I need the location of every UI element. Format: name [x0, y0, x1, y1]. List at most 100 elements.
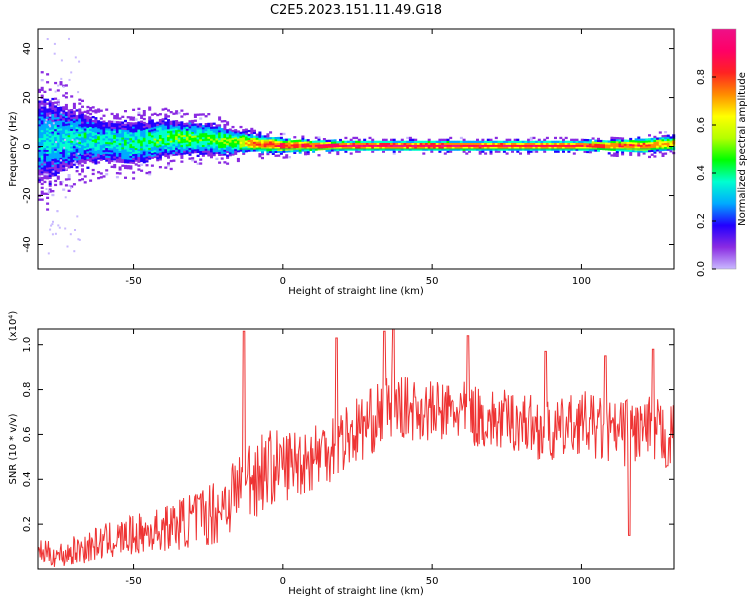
- spectrogram-cell: [177, 141, 181, 144]
- spectrogram-cell: [115, 138, 119, 141]
- spectrogram-cell: [301, 141, 305, 144]
- spectrogram-cell: [40, 112, 44, 115]
- spectrogram-cell: [505, 142, 509, 145]
- spectrogram-cell: [266, 147, 270, 150]
- spectrogram-cell: [64, 107, 68, 111]
- spectrogram-cell: [46, 112, 50, 115]
- spectrogram-cell: [443, 140, 447, 143]
- spectrogram-cell: [650, 139, 654, 143]
- spectrogram-cell: [54, 138, 58, 141]
- spectrogram-cell: [287, 150, 291, 153]
- spectrogram-cell: [99, 133, 103, 136]
- spectrogram-cell: [435, 146, 439, 149]
- spectrogram-cell: [414, 142, 418, 145]
- spectrogram-cell: [145, 128, 149, 132]
- spectrogram-cell: [433, 142, 436, 145]
- spectrogram-cell: [605, 144, 608, 147]
- spectrogram-cell: [105, 155, 109, 158]
- spectrogram-cell: [64, 121, 68, 124]
- spectrogram-cell: [588, 147, 592, 150]
- spectrogram-cell: [645, 138, 649, 141]
- spectrogram-cell: [185, 150, 189, 153]
- spectrogram-cell: [341, 140, 345, 143]
- spectrogram-cell: [54, 115, 58, 118]
- spectrogram-cell: [48, 117, 52, 121]
- spectrogram-cell: [118, 117, 122, 120]
- spectrogram-cell: [86, 125, 90, 128]
- spectrogram-cell: [535, 144, 539, 147]
- spectrogram-cell: [43, 159, 47, 162]
- spectrogram-cell: [110, 126, 114, 129]
- spectrogram-cell: [274, 140, 278, 144]
- spectrogram-cell: [48, 163, 52, 166]
- spectrogram-cell: [86, 154, 90, 158]
- spectrogram-cell: [121, 143, 125, 146]
- spectrogram-cell: [419, 140, 423, 143]
- spectrogram-cell: [56, 154, 60, 157]
- spectrogram-cell: [269, 137, 273, 140]
- spectrogram-cell: [242, 133, 246, 136]
- spectrogram-cell: [537, 144, 541, 147]
- spectrogram-speckle: [45, 118, 48, 121]
- spectrogram-cell: [330, 145, 334, 148]
- spectrogram-cell: [172, 120, 176, 123]
- spectrogram-cell: [395, 146, 399, 149]
- spectrogram-cell: [142, 117, 146, 121]
- spectrogram-cell: [478, 148, 482, 151]
- spectrogram-cell: [158, 150, 162, 153]
- spectrogram-cell: [242, 129, 246, 132]
- spectrogram-cell: [75, 119, 79, 122]
- spectrogram-cell: [494, 150, 498, 153]
- spectrogram-cell: [126, 122, 130, 125]
- spectrogram-speckle: [61, 180, 64, 183]
- spectrogram-cell: [304, 147, 307, 150]
- spectrogram-cell: [339, 140, 342, 144]
- spectrogram-cell: [145, 134, 149, 137]
- spectrogram-cell: [70, 156, 74, 159]
- x-tick-label: 0: [280, 276, 286, 287]
- spectrogram-cell: [623, 145, 627, 148]
- spectrogram-cell: [110, 124, 114, 127]
- spectrogram-cell: [250, 149, 254, 152]
- spectrogram-cell: [94, 162, 98, 165]
- spectrogram-cell: [478, 152, 482, 155]
- spectrogram-cell: [70, 154, 74, 157]
- spectrogram-cell: [545, 142, 549, 145]
- spectrogram-cell: [158, 158, 162, 161]
- spectrogram-speckle: [44, 121, 47, 124]
- spectrogram-cell: [97, 135, 101, 139]
- spectrogram-cell: [150, 146, 154, 150]
- spectrogram-cell: [204, 138, 208, 141]
- spectrogram-cell: [134, 122, 138, 125]
- spectrogram-cell: [212, 138, 216, 141]
- spectrogram-cell: [81, 131, 84, 134]
- spectrogram-cell: [43, 104, 47, 107]
- spectrogram-cell: [70, 134, 74, 137]
- spectrogram-cell: [185, 112, 189, 116]
- spectrogram-cell: [215, 134, 219, 137]
- spectrogram-cell: [228, 146, 232, 149]
- spectrogram-cell: [287, 142, 291, 145]
- spectrogram-cell: [164, 115, 168, 118]
- spectrogram-cell: [67, 154, 71, 157]
- spectrogram-speckle: [70, 186, 72, 189]
- spectrogram-cell: [70, 95, 74, 98]
- spectrogram-cell: [91, 123, 95, 127]
- spectrogram-cell: [328, 143, 332, 146]
- spectrogram-cell: [67, 136, 71, 140]
- spectrogram-cell: [470, 148, 474, 151]
- spectrogram-cell: [250, 135, 254, 138]
- spectrogram-cell: [400, 142, 404, 145]
- spectrogram-cell: [642, 152, 646, 155]
- spectrogram-cell: [328, 139, 332, 142]
- spectrogram-cell: [212, 150, 216, 153]
- spectrogram-cell: [210, 142, 213, 145]
- spectrogram-cell: [40, 176, 44, 180]
- spectrogram-cell: [43, 98, 47, 101]
- spectrogram-cell: [486, 140, 490, 143]
- spectrogram-speckle: [52, 122, 55, 125]
- spectrogram-cell: [118, 150, 122, 153]
- spectrogram-cell: [613, 144, 617, 147]
- spectrogram-cell: [411, 144, 415, 147]
- spectrogram-cell: [137, 133, 141, 136]
